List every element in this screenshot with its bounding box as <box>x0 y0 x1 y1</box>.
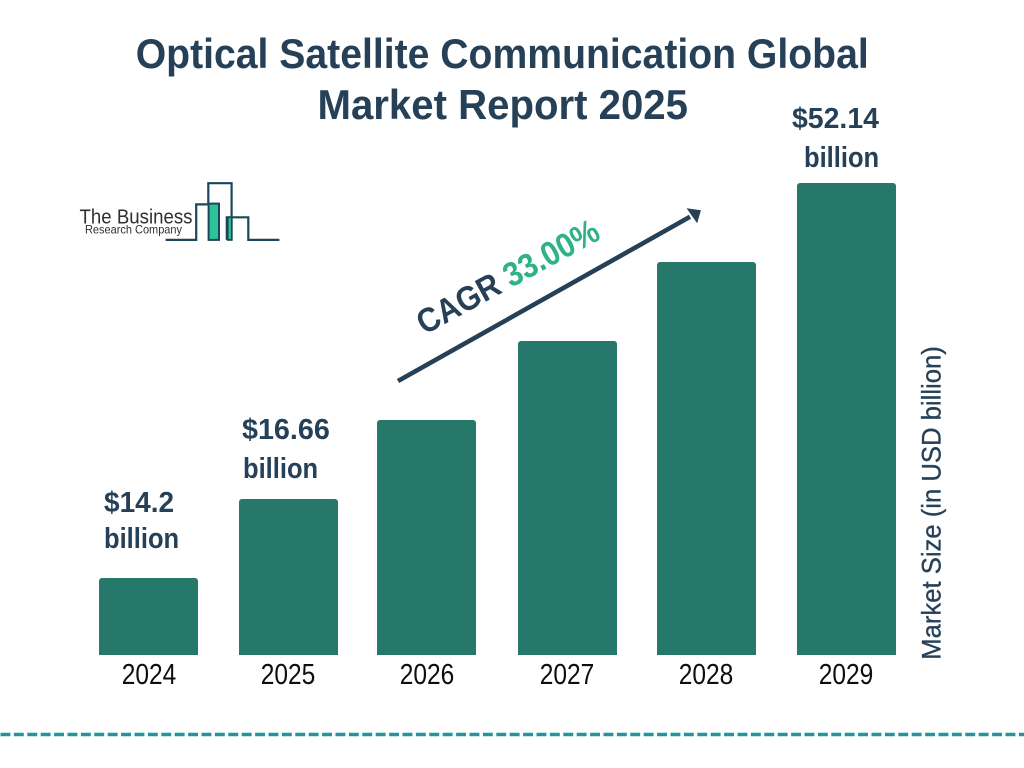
svg-text:Research Company: Research Company <box>85 223 182 237</box>
svg-text:The Business: The Business <box>80 206 193 228</box>
